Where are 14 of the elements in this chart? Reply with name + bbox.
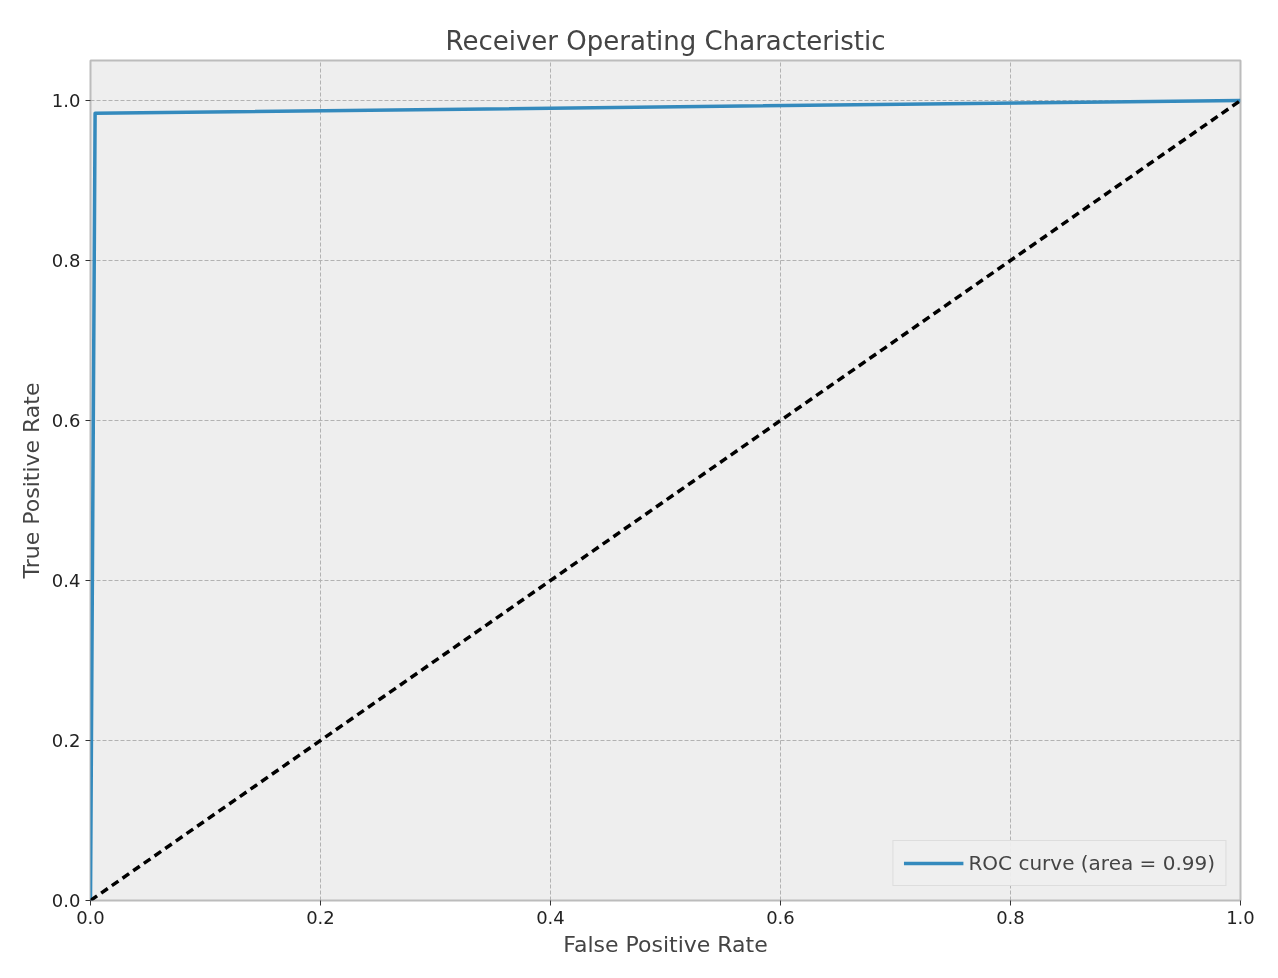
x-tick-label: 0.8 bbox=[996, 906, 1025, 928]
x-tick-label: 0.4 bbox=[536, 906, 565, 928]
y-tick-label: 0.6 bbox=[51, 410, 81, 431]
x-tick-label: 0.2 bbox=[306, 906, 335, 928]
legend-label: ROC curve (area = 0.99) bbox=[968, 851, 1215, 875]
chart-title: Receiver Operating Characteristic bbox=[445, 25, 886, 56]
y-axis-title: True Positive Rate bbox=[18, 382, 44, 580]
y-tick-label: 0.2 bbox=[51, 730, 81, 751]
x-tick-label: 0.6 bbox=[766, 906, 795, 928]
x-axis-title: False Positive Rate bbox=[563, 931, 768, 957]
y-tick-label: 1.0 bbox=[51, 90, 81, 111]
y-tick-label: 0.4 bbox=[51, 570, 81, 591]
y-tick-label: 0.8 bbox=[51, 250, 81, 271]
x-tick-label: 1.0 bbox=[1226, 906, 1255, 928]
